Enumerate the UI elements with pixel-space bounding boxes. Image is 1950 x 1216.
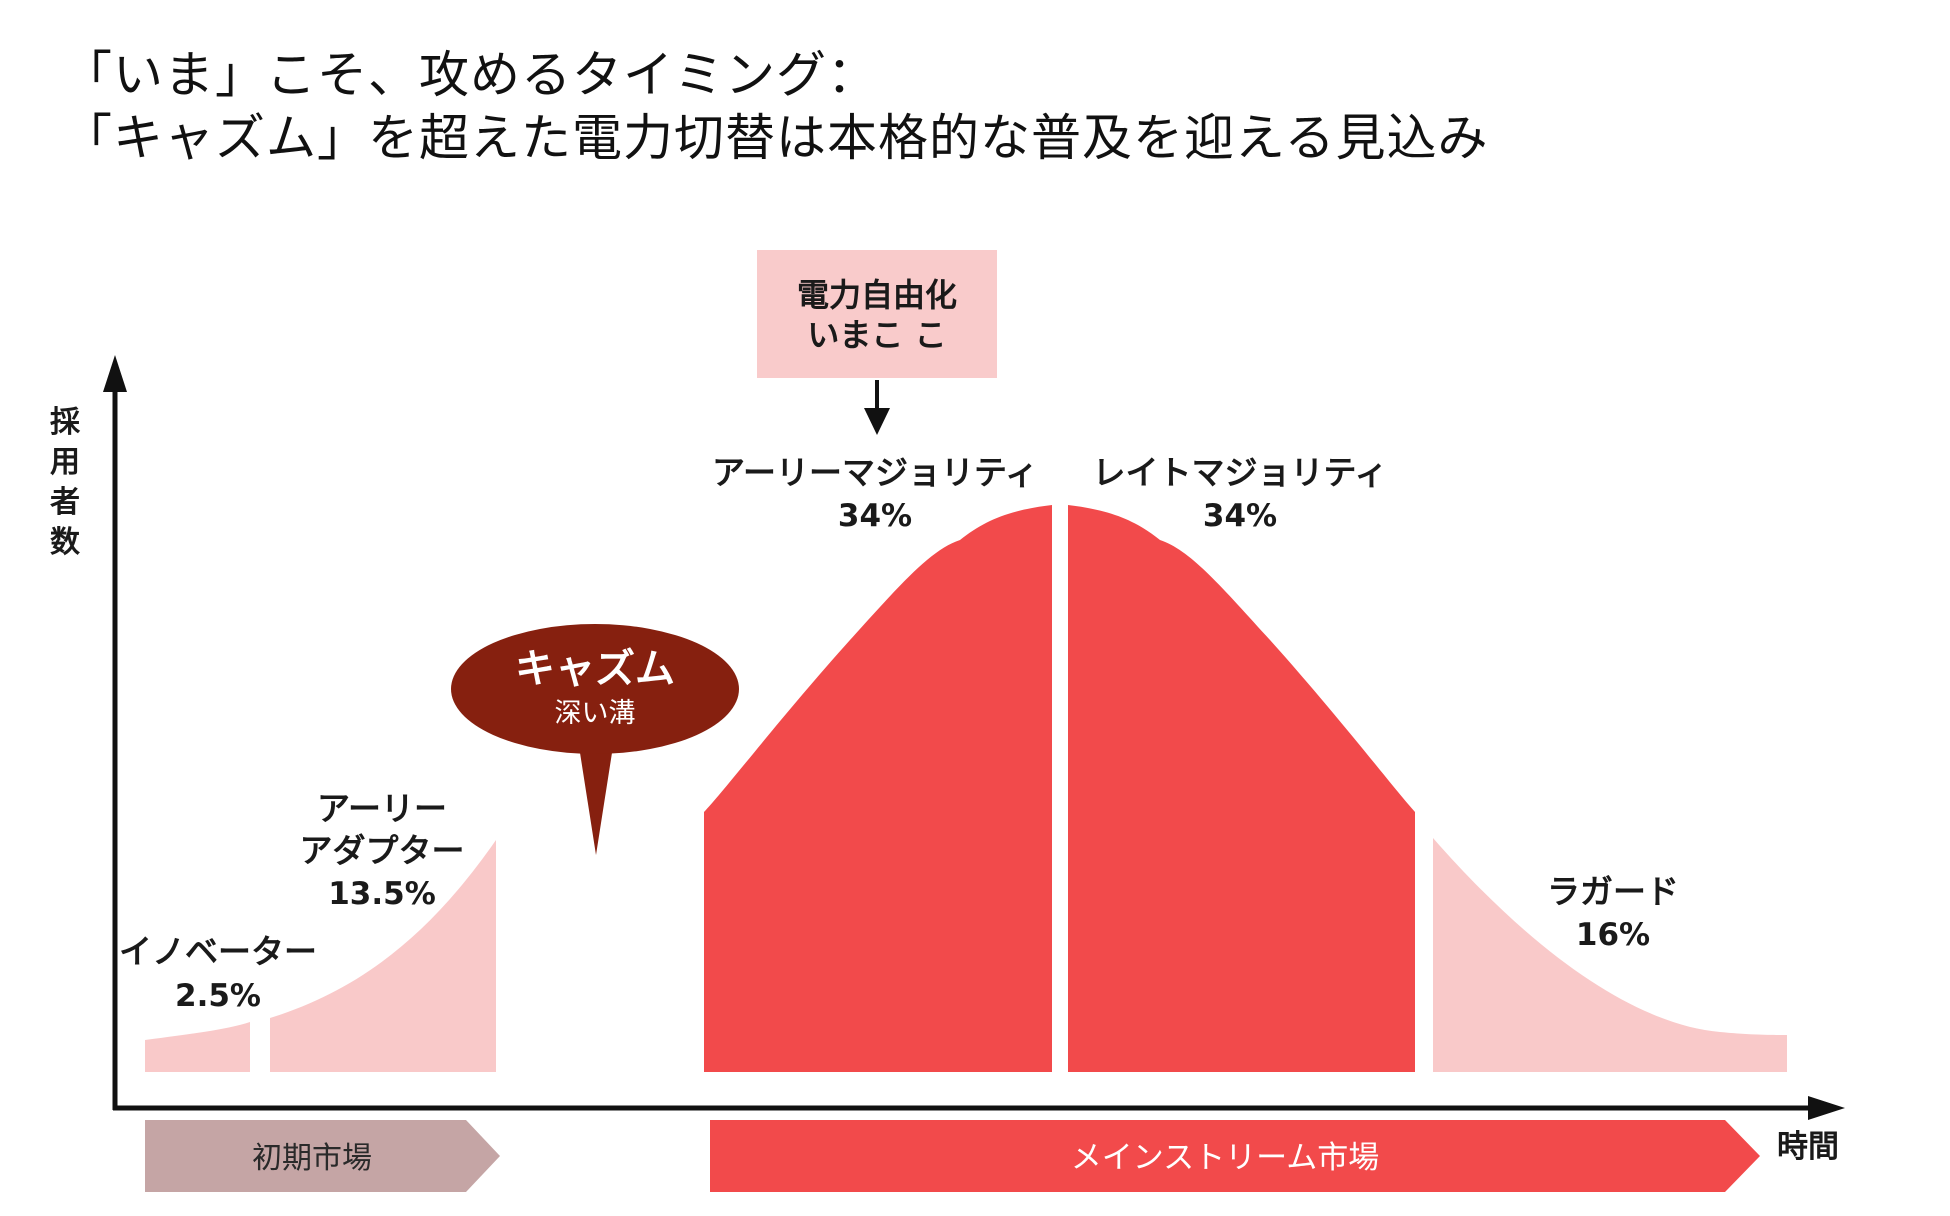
early-adopters-pct: 13.5% bbox=[328, 876, 436, 912]
y-axis-label-char: 者 bbox=[50, 485, 80, 520]
mainstream-market-arrow: メインストリーム市場 bbox=[710, 1120, 1760, 1192]
early-market-arrow-shape bbox=[145, 1120, 500, 1192]
page-title-line-1: 「いま」こそ、攻めるタイミング： bbox=[62, 46, 878, 104]
callout-now-here: 電力自由化 いまこ こ bbox=[757, 250, 997, 435]
early-adopters-name-line-2: アダプター bbox=[300, 831, 465, 870]
early-market-arrow: 初期市場 bbox=[145, 1120, 500, 1192]
segment-early-adopters-area bbox=[270, 840, 496, 1072]
early-majority-pct: 34% bbox=[838, 498, 912, 534]
late-majority-name: レイトマジョリティ bbox=[1092, 453, 1387, 492]
early-majority-name: アーリーマジョリティ bbox=[712, 453, 1038, 492]
chasm-title: キャズム bbox=[515, 646, 675, 692]
label-laggards: ラガード 16% bbox=[1547, 872, 1679, 953]
chasm-bubble-pointer bbox=[578, 740, 614, 855]
label-innovators: イノベーター 2.5% bbox=[119, 932, 317, 1014]
chasm-bubble: キャズム 深い溝 bbox=[451, 624, 739, 855]
y-axis-label-char: 用 bbox=[50, 445, 80, 480]
x-axis-arrowhead bbox=[1808, 1096, 1845, 1120]
callout-line-2: いまこ こ bbox=[807, 316, 946, 354]
early-adopters-name-line-1: アーリー bbox=[317, 789, 447, 828]
innovators-pct: 2.5% bbox=[175, 978, 261, 1014]
segment-innovators-area bbox=[145, 1022, 250, 1072]
label-early-majority: アーリーマジョリティ 34% bbox=[712, 453, 1038, 534]
late-majority-pct: 34% bbox=[1203, 498, 1277, 534]
y-axis-label-char: 採 bbox=[50, 405, 81, 440]
mainstream-market-label: メインストリーム市場 bbox=[1071, 1140, 1379, 1176]
segment-laggards-area bbox=[1433, 838, 1787, 1072]
y-axis bbox=[103, 355, 127, 1110]
mainstream-market-arrow-shape bbox=[710, 1120, 1760, 1192]
callout-line-1: 電力自由化 bbox=[797, 276, 957, 314]
innovators-name: イノベーター bbox=[119, 932, 317, 971]
y-axis-arrowhead bbox=[103, 355, 127, 392]
label-early-adopters: アーリー アダプター 13.5% bbox=[300, 789, 465, 912]
chasm-subtitle: 深い溝 bbox=[555, 698, 636, 729]
x-axis-label: 時間 bbox=[1777, 1129, 1839, 1165]
page-title-line-2: 「キャズム」を超えた電力切替は本格的な普及を迎える見込み bbox=[62, 109, 1489, 167]
y-axis-label: 採 用 者 数 bbox=[50, 405, 81, 560]
chasm-bubble-body bbox=[451, 624, 739, 754]
segment-early-majority-area bbox=[704, 505, 1052, 1072]
down-arrow-icon bbox=[864, 408, 890, 435]
label-late-majority: レイトマジョリティ 34% bbox=[1092, 453, 1387, 534]
laggards-name: ラガード bbox=[1547, 872, 1679, 911]
y-axis-label-char: 数 bbox=[50, 525, 81, 560]
callout-box bbox=[757, 250, 997, 378]
laggards-pct: 16% bbox=[1576, 917, 1650, 953]
segment-late-majority-area bbox=[1068, 505, 1415, 1072]
early-market-label: 初期市場 bbox=[252, 1141, 372, 1176]
x-axis bbox=[113, 1096, 1845, 1120]
